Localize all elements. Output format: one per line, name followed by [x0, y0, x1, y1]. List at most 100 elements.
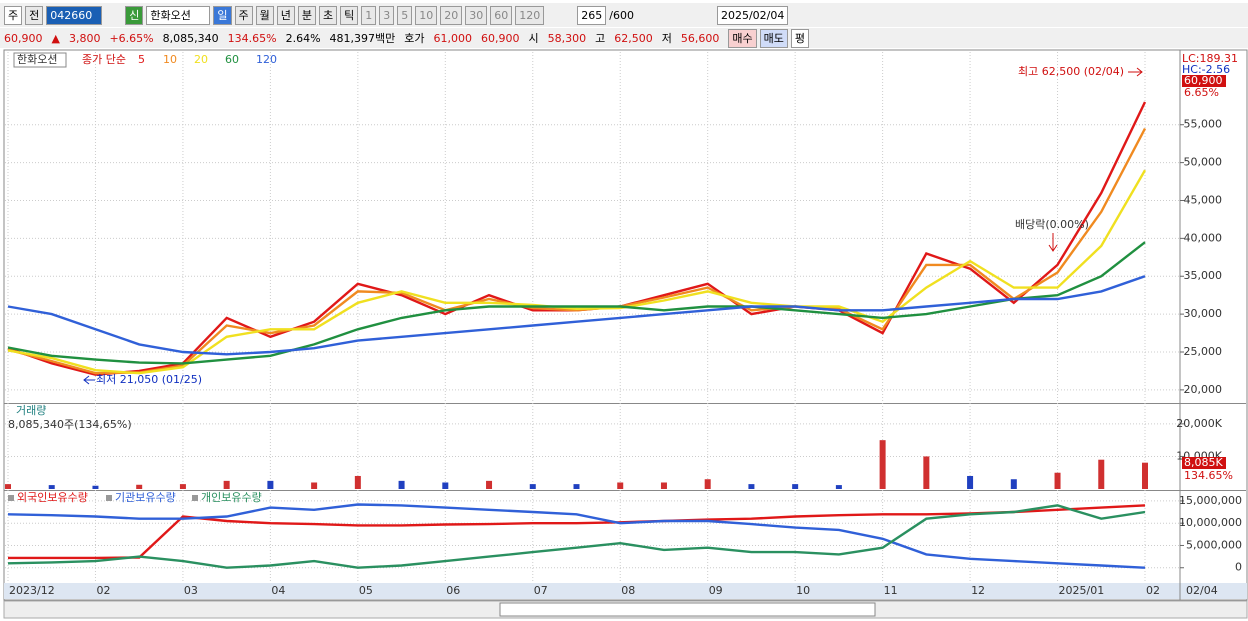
- quote-bid-label: 호가: [404, 32, 425, 45]
- series-line: [7, 503, 1146, 569]
- step-button[interactable]: 20: [440, 5, 463, 25]
- step-button[interactable]: 10: [415, 5, 438, 25]
- high-arrow: [1128, 67, 1143, 77]
- unit-button[interactable]: 틱: [340, 5, 359, 25]
- y-tick-label: 50,000: [1184, 156, 1223, 169]
- x-tick-label: 02: [96, 584, 110, 597]
- volume-bar: [573, 484, 580, 489]
- x-tick-label: 12: [971, 584, 985, 597]
- count-input[interactable]: 265: [577, 5, 607, 25]
- y-tick-label: 25,000: [1184, 345, 1223, 358]
- avg-button[interactable]: 평: [790, 28, 810, 48]
- volume-bar: [967, 475, 974, 489]
- legend-entry: 60: [225, 53, 239, 66]
- volume-bar: [879, 440, 886, 489]
- ex-dividend-arrow: [1048, 233, 1058, 252]
- legend-entry: 120: [256, 53, 277, 66]
- last-volume: 8,085K: [1184, 456, 1223, 469]
- legend-swatch: [192, 495, 198, 501]
- step-button[interactable]: 30: [465, 5, 488, 25]
- y-tick-label: 0: [1235, 561, 1242, 574]
- y-tick-label: 40,000: [1184, 231, 1223, 244]
- x-tick-label: 03: [184, 584, 198, 597]
- x-tick-label: 04: [271, 584, 285, 597]
- quote-arrow: ▲: [51, 31, 60, 45]
- unit-button[interactable]: 초: [319, 5, 338, 25]
- quote-open-label: 시: [528, 32, 539, 45]
- volume-bar: [1098, 459, 1105, 489]
- lc-label: LC:189.31: [1182, 52, 1238, 65]
- volume-bar: [267, 480, 274, 489]
- quote-amount: 481,397백만: [329, 32, 396, 45]
- step-button[interactable]: 5: [397, 5, 413, 25]
- quote-turnover: 2.64%: [285, 31, 321, 45]
- volume-subtitle: 8,085,340주(134,65%): [8, 418, 132, 431]
- quote-open: 58,300: [547, 31, 587, 45]
- step-button[interactable]: 120: [515, 5, 545, 25]
- volume-bar: [835, 485, 842, 489]
- legend-swatch: [106, 495, 112, 501]
- volume-bar: [1142, 462, 1148, 489]
- unit-button[interactable]: 분: [297, 5, 316, 25]
- ex-dividend-annotation: 배당락(0.00%): [1015, 218, 1089, 231]
- quote-ask: 61,000: [433, 31, 473, 45]
- step-button[interactable]: 60: [490, 5, 513, 25]
- code-input[interactable]: 042660: [46, 5, 103, 25]
- unit-button[interactable]: 일: [213, 5, 232, 25]
- quote-high: 62,500: [614, 31, 653, 45]
- date-input[interactable]: 2025/02/04: [716, 5, 789, 25]
- quote-low: 56,600: [680, 31, 720, 45]
- sell-button[interactable]: 매도: [759, 28, 788, 48]
- quote-high-label: 고: [595, 32, 606, 45]
- y-tick-label: 30,000: [1184, 307, 1223, 320]
- step-button[interactable]: 3: [379, 5, 395, 25]
- legend-prefix: 종가 단순: [82, 53, 126, 66]
- period-select[interactable]: 주: [4, 5, 23, 25]
- buy-button[interactable]: 매수: [728, 28, 757, 48]
- quote-rate: +6.65%: [109, 31, 154, 45]
- last-rate: 6.65%: [1184, 86, 1219, 99]
- y-tick-label: 5,000,000: [1186, 538, 1242, 551]
- unit-button[interactable]: 월: [255, 5, 274, 25]
- volume-bar: [311, 482, 318, 489]
- unit-button[interactable]: 주: [234, 5, 253, 25]
- y-tick-label: 15,000,000: [1179, 494, 1242, 507]
- x-tick-label: 09: [709, 584, 723, 597]
- axis-strip: [4, 583, 1247, 599]
- step-button[interactable]: 1: [361, 5, 377, 25]
- symbol-chip: [13, 52, 67, 68]
- volume-bar: [223, 480, 230, 489]
- y-tick-label: 20,000K: [1176, 417, 1222, 430]
- quote-vol-ratio: 134.65%: [227, 31, 277, 45]
- legend-entry: 5: [138, 53, 145, 66]
- last-date: 02/04: [1186, 584, 1218, 597]
- legend-entry: 개인보유수량: [201, 491, 262, 504]
- quote-low-label: 저: [661, 32, 672, 45]
- x-tick-label: 08: [621, 584, 635, 597]
- volume-bar: [5, 484, 11, 489]
- symbol-label: 한화오션: [17, 53, 57, 66]
- volume-bar: [179, 484, 186, 489]
- series-line: [7, 275, 1146, 356]
- scroll-thumb[interactable]: [499, 602, 876, 617]
- volume-bar: [748, 484, 755, 489]
- last-price: 60,900: [1184, 74, 1223, 87]
- volume-bar: [529, 484, 536, 489]
- volume-bar: [660, 482, 667, 489]
- quote-volume: 8,085,340: [162, 31, 219, 45]
- volume-bar: [92, 485, 99, 489]
- x-tick-label: 05: [359, 584, 373, 597]
- plot-frame: [3, 49, 1248, 601]
- legend-swatch: [8, 495, 14, 501]
- quote-bid: 60,900: [481, 31, 520, 45]
- quote-bar: 60,900 ▲ 3,800 +6.65% 8,085,340 134.65% 2.64% 4…: [0, 28, 1248, 48]
- prev-button[interactable]: 전: [25, 5, 44, 25]
- last-price-box: [1182, 75, 1226, 87]
- unit-button[interactable]: 년: [276, 5, 295, 25]
- x-tick-label: 11: [884, 584, 898, 597]
- legend-entry: 기관보유수량: [115, 491, 176, 504]
- stock-name[interactable]: 한화오션: [146, 5, 211, 25]
- series-line: [7, 169, 1147, 375]
